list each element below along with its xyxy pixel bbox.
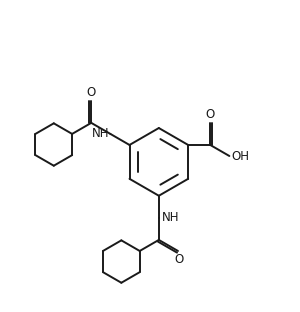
Text: O: O [87,86,96,99]
Text: NH: NH [162,211,180,224]
Text: O: O [206,108,215,121]
Text: OH: OH [231,149,249,163]
Text: NH: NH [92,127,109,140]
Text: O: O [175,253,184,266]
